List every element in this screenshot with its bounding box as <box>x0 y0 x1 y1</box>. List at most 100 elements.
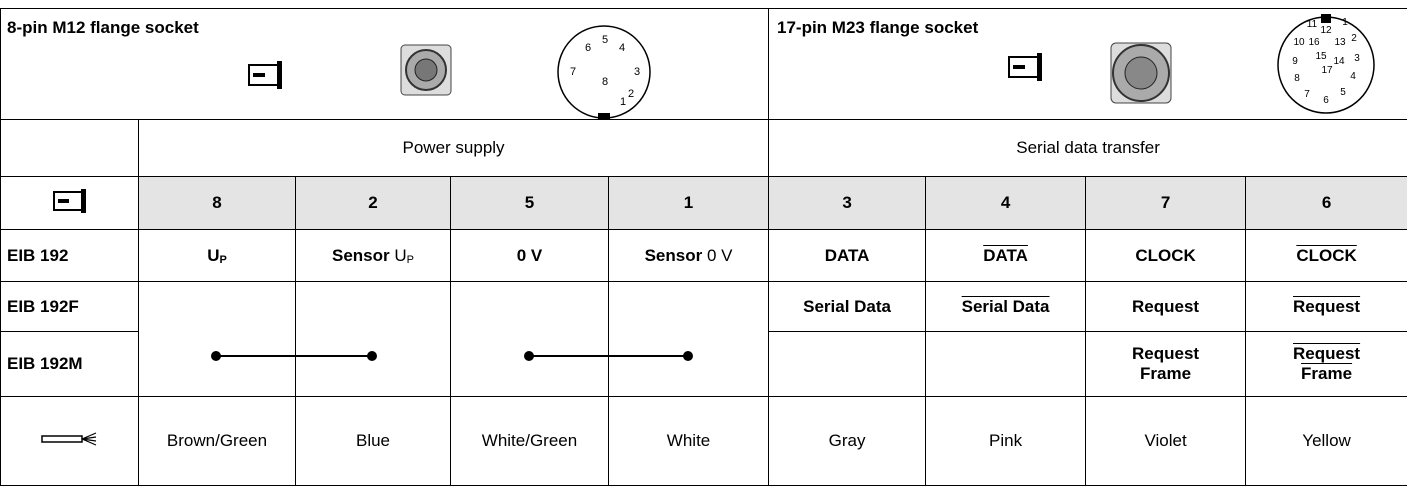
wire-color: White/Green <box>451 397 609 486</box>
pin-cell: 6 <box>1246 177 1407 230</box>
cell-text: White <box>667 431 710 450</box>
cell-text: 7 <box>1161 193 1170 212</box>
pin-number: 2 <box>1351 33 1357 44</box>
signal-cell: Serial Data <box>926 282 1086 332</box>
right-title: 17-pin M23 flange socket <box>777 18 979 37</box>
subscript: P <box>407 254 414 266</box>
cell-text: U <box>394 246 406 265</box>
cell-text: Yellow <box>1302 431 1351 450</box>
signal-cell: CLOCK <box>1086 230 1246 282</box>
pin-cell: 8 <box>139 177 296 230</box>
signal-cell: Sensor 0 V <box>609 230 769 282</box>
row-label: EIB 192M <box>1 332 139 397</box>
pin-cell: 4 <box>926 177 1086 230</box>
pin-number: 11 <box>1307 19 1318 30</box>
group-cell: Power supply <box>139 120 769 177</box>
cell-text: Frame <box>1140 364 1191 383</box>
row-label: EIB 192F <box>1 282 139 332</box>
cable-icon-cell <box>1 397 139 486</box>
cell-text: 8 <box>212 193 221 212</box>
pin-number: 8 <box>1294 73 1300 84</box>
cell-text: Sensor <box>645 246 703 265</box>
cell-text: Request <box>1293 297 1360 316</box>
group-row: Power supply Serial data transfer <box>1 120 1407 177</box>
cell-text: 3 <box>842 193 851 212</box>
group-cell: Serial data transfer <box>769 120 1407 177</box>
pin-number: 6 <box>585 42 591 54</box>
wire-color: Yellow <box>1246 397 1407 486</box>
empty-cell <box>451 282 609 397</box>
pin-cell: 5 <box>451 177 609 230</box>
cable-icon <box>40 431 100 447</box>
cell-text: Request <box>1293 344 1360 363</box>
empty-cell <box>1 120 139 177</box>
signal-cell: DATA <box>769 230 926 282</box>
cell-text: 0 V <box>707 246 733 265</box>
signal-cell: 0 V <box>451 230 609 282</box>
signal-cell: DATA <box>926 230 1086 282</box>
pin-number: 8 <box>602 76 608 88</box>
pin-number: 7 <box>570 66 576 78</box>
pin-number: 16 <box>1309 37 1321 48</box>
left-title: 8-pin M12 flange socket <box>7 18 199 37</box>
cell-text: Blue <box>356 431 390 450</box>
cell-text: Sensor <box>332 246 390 265</box>
pin-number: 9 <box>1292 56 1298 67</box>
wire-color: Brown/Green <box>139 397 296 486</box>
row-label: EIB 192 <box>1 230 139 282</box>
pin-number: 10 <box>1294 37 1306 48</box>
cell-text: 5 <box>525 193 534 212</box>
cell-text: 6 <box>1322 193 1331 212</box>
cell-text: CLOCK <box>1135 246 1195 265</box>
cell-text: 0 V <box>517 246 543 265</box>
signal-cell: Request <box>1246 282 1407 332</box>
signal-cell: Serial Data <box>769 282 926 332</box>
pin-number: 14 <box>1334 56 1346 67</box>
cell-text: Serial Data <box>962 297 1050 316</box>
signal-cell: CLOCK <box>1246 230 1407 282</box>
pin-number: 1 <box>620 96 626 108</box>
empty-cell <box>296 282 451 397</box>
pin-number: 3 <box>1354 53 1360 64</box>
pin-number: 7 <box>1304 89 1310 100</box>
wire-color: White <box>609 397 769 486</box>
cell-text: White/Green <box>482 431 577 450</box>
pin-row: 8 2 5 1 3 4 7 6 <box>1 177 1407 230</box>
pin-number: 12 <box>1321 25 1333 36</box>
cell-text: Request <box>1132 344 1199 363</box>
pin-number: 17 <box>1322 65 1334 76</box>
signal-cell: UP <box>139 230 296 282</box>
cell-text: Serial Data <box>803 297 891 316</box>
cell-text: U <box>207 246 219 265</box>
pin-number: 5 <box>602 34 608 46</box>
pin-cell: 1 <box>609 177 769 230</box>
m23-drawing: 17-pin M23 flange socket 123456789101112… <box>769 9 1407 119</box>
signal-cell: Sensor UP <box>296 230 451 282</box>
pin-number: 5 <box>1340 87 1346 98</box>
cell-text: 4 <box>1001 193 1010 212</box>
pin-number: 3 <box>634 66 640 78</box>
pin-number: 6 <box>1323 95 1329 106</box>
pin-number: 2 <box>628 88 634 100</box>
cell-text: Frame <box>1301 364 1352 383</box>
cell-text: Violet <box>1144 431 1186 450</box>
cell-text: DATA <box>825 246 870 265</box>
cell-text: Gray <box>829 431 866 450</box>
pin-number: 4 <box>1350 71 1356 82</box>
pin-number: 15 <box>1316 51 1328 62</box>
cell-text: CLOCK <box>1296 246 1356 265</box>
cell-text: 2 <box>368 193 377 212</box>
wire-color: Pink <box>926 397 1086 486</box>
empty-cell <box>139 282 296 397</box>
cell-text: 1 <box>684 193 693 212</box>
pin-number: 1 <box>1342 17 1348 28</box>
